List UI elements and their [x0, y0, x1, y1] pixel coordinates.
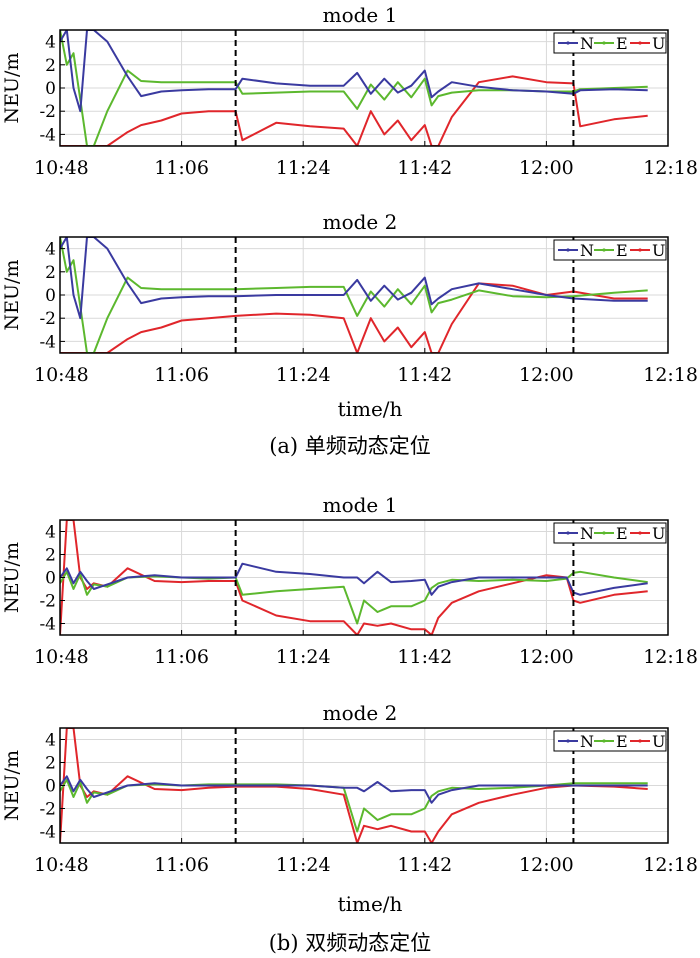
x-tick-label: 11:24	[276, 364, 331, 386]
x-tick-label: 11:42	[397, 646, 452, 668]
series-line-N	[60, 775, 648, 804]
x-tick-label: 12:00	[519, 646, 574, 668]
x-tick-label: 12:00	[519, 854, 574, 876]
x-tick-label: 12:18	[643, 854, 698, 876]
legend-marker-E	[602, 739, 606, 743]
legend-label-N: N	[580, 732, 594, 751]
y-tick-label: 4	[45, 523, 56, 543]
x-axis-label: time/h	[338, 397, 403, 421]
legend-marker-E	[602, 41, 606, 45]
x-tick-label: 12:18	[643, 364, 698, 386]
legend-marker-E	[602, 248, 606, 252]
panel-title: mode 2	[323, 210, 398, 234]
panel-title: mode 2	[323, 701, 398, 725]
y-tick-label: 0	[45, 286, 56, 306]
caption-b: (b) 双频动态定位	[268, 931, 432, 955]
x-tick-label: 10:48	[34, 157, 89, 179]
x-axis-label: time/h	[338, 892, 403, 916]
legend-marker-U	[638, 41, 642, 45]
y-tick-label: -2	[39, 102, 56, 122]
y-tick-label: 4	[45, 731, 56, 751]
x-tick-label: 10:48	[34, 854, 89, 876]
legend-label-N: N	[580, 34, 594, 53]
x-tick-label: 11:06	[154, 646, 209, 668]
series-line-U	[60, 728, 648, 843]
y-tick-label: 4	[45, 240, 56, 260]
x-tick-label: 12:18	[643, 157, 698, 179]
x-tick-label: 11:24	[276, 854, 331, 876]
x-tick-label: 11:06	[154, 157, 209, 179]
series-line-E	[60, 237, 648, 353]
series-line-E	[60, 570, 648, 625]
x-tick-label: 11:06	[154, 854, 209, 876]
y-tick-label: 2	[45, 546, 56, 566]
y-tick-label: 0	[45, 79, 56, 99]
panel-title: mode 1	[323, 3, 398, 27]
legend-label-N: N	[580, 524, 594, 543]
y-tick-label: 2	[45, 263, 56, 283]
x-tick-label: 11:06	[154, 364, 209, 386]
legend-label-E: E	[616, 241, 628, 260]
x-tick-label: 11:42	[397, 157, 452, 179]
x-tick-label: 11:24	[276, 157, 331, 179]
y-axis-label: NEU/m	[1, 750, 23, 821]
y-axis-label: NEU/m	[1, 260, 23, 331]
y-tick-label: 4	[45, 33, 56, 53]
legend-marker-N	[566, 531, 570, 535]
y-tick-label: -2	[39, 309, 56, 329]
legend-label-U: U	[652, 732, 665, 751]
legend-marker-N	[566, 248, 570, 252]
y-tick-label: -4	[39, 823, 56, 843]
y-tick-label: 0	[45, 777, 56, 797]
panel-title: mode 1	[323, 493, 398, 517]
x-tick-label: 12:18	[643, 646, 698, 668]
legend-label-E: E	[616, 34, 628, 53]
legend-marker-U	[638, 248, 642, 252]
x-tick-label: 11:42	[397, 854, 452, 876]
chart-panel-1: 4 2 0 -2 -4 10:48 11:06 11:24 11:42 12:00 12:18 mod…	[1, 3, 698, 179]
x-tick-label: 10:48	[34, 646, 89, 668]
series-line-N	[60, 237, 648, 320]
chart-panel-3: 4 2 0 -2 -4 10:48 11:06 11:24 11:42 12:00 12:18 mod…	[1, 493, 698, 668]
y-tick-label: 2	[45, 56, 56, 76]
y-tick-label: 2	[45, 754, 56, 774]
series-line-E	[60, 30, 648, 146]
legend-label-U: U	[652, 34, 665, 53]
x-tick-label: 11:42	[397, 364, 452, 386]
series-line-N	[60, 562, 648, 596]
y-tick-label: 0	[45, 569, 56, 589]
legend-label-E: E	[616, 732, 628, 751]
legend-label-N: N	[580, 241, 594, 260]
series-line-N	[60, 30, 648, 113]
legend-marker-N	[566, 41, 570, 45]
legend-marker-E	[602, 531, 606, 535]
legend-label-U: U	[652, 524, 665, 543]
y-tick-label: -2	[39, 592, 56, 612]
x-tick-label: 10:48	[34, 364, 89, 386]
legend-marker-U	[638, 739, 642, 743]
y-axis-label: NEU/m	[1, 542, 23, 613]
chart-panel-4: 4 2 0 -2 -4 10:48 11:06 11:24 11:42 12:00 12:18 mod…	[1, 701, 698, 916]
y-tick-label: -4	[39, 125, 56, 145]
y-axis-label: NEU/m	[1, 53, 23, 124]
series-line-U	[60, 75, 648, 146]
x-tick-label: 11:24	[276, 646, 331, 668]
caption-a: (a) 单频动态定位	[269, 434, 431, 458]
y-tick-label: -4	[39, 615, 56, 635]
chart-panel-2: 4 2 0 -2 -4 10:48 11:06 11:24 11:42 12:00 12:18 mod…	[1, 210, 698, 421]
legend-label-E: E	[616, 524, 628, 543]
x-tick-label: 12:00	[519, 364, 574, 386]
legend-label-U: U	[652, 241, 665, 260]
y-tick-label: -4	[39, 332, 56, 352]
legend-marker-N	[566, 739, 570, 743]
x-tick-label: 12:00	[519, 157, 574, 179]
y-tick-label: -2	[39, 800, 56, 820]
legend-marker-U	[638, 531, 642, 535]
